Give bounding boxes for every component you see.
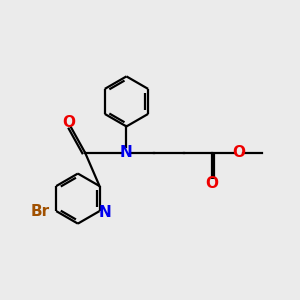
Text: N: N xyxy=(120,146,133,160)
Text: N: N xyxy=(98,205,111,220)
Text: O: O xyxy=(205,176,218,191)
Text: Br: Br xyxy=(31,204,50,219)
Text: O: O xyxy=(232,146,245,160)
Text: O: O xyxy=(62,116,76,130)
